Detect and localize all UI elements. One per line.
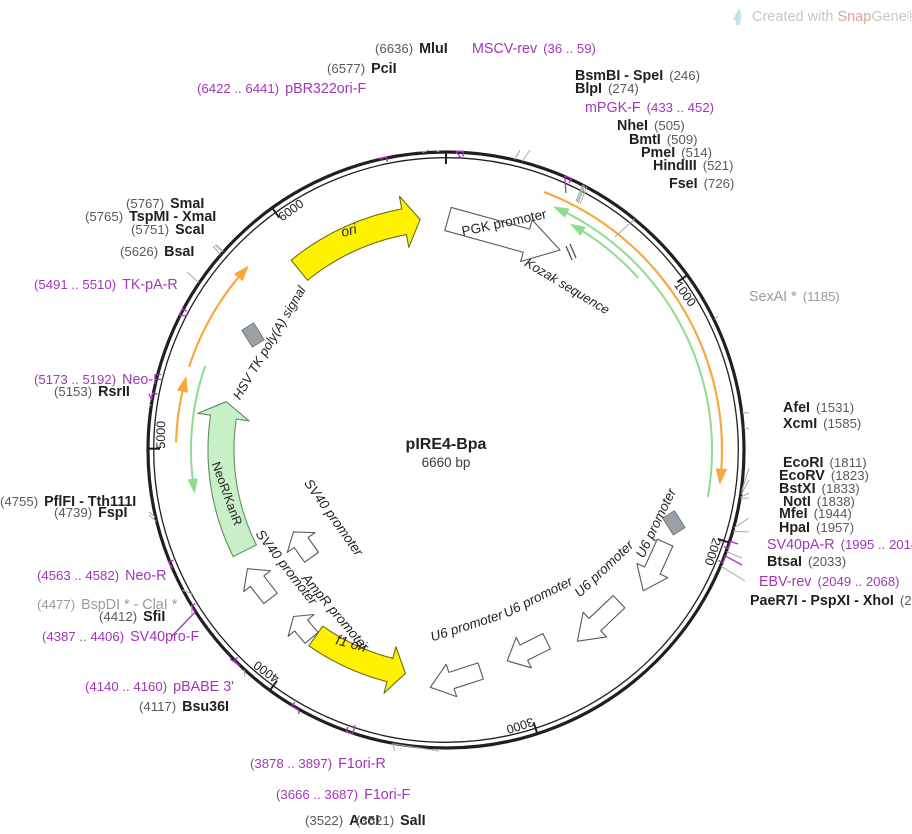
svg-text:XcmI(1585): XcmI (1585) (783, 416, 861, 432)
svg-text:(4563 .. 4582)Neo-R: (4563 .. 4582) Neo-R (37, 568, 166, 584)
svg-text:HSV TK poly(A) signal: HSV TK poly(A) signal (230, 282, 310, 402)
svg-text:(4117)Bsu36I: (4117) Bsu36I (139, 699, 229, 715)
svg-text:(3878 .. 3897)F1ori-R: (3878 .. 3897) F1ori-R (250, 756, 386, 772)
svg-text:4000: 4000 (251, 658, 282, 686)
svg-text:(4140 .. 4160)pBABE 3': (4140 .. 4160) pBABE 3' (85, 679, 234, 695)
svg-text:FseI(726): FseI (726) (669, 176, 734, 192)
svg-text:(4477)BspDI * - ClaI *: (4477) BspDI * - ClaI * (37, 597, 178, 613)
svg-text:U6 promoter: U6 promoter (501, 573, 575, 620)
svg-text:(6577)PciI: (6577) PciI (327, 61, 397, 77)
svg-text:(5626)BsaI: (5626) BsaI (120, 244, 194, 260)
svg-text:(4387 .. 4406)SV40pro-F: (4387 .. 4406) SV40pro-F (42, 629, 200, 645)
svg-text:U6 promoter: U6 promoter (572, 537, 637, 600)
svg-text:Kozak sequence: Kozak sequence (522, 255, 612, 317)
svg-text:BtsaI(2033): BtsaI (2033) (767, 554, 846, 570)
svg-text:(3521)SalI: (3521) SalI (356, 813, 426, 829)
svg-text:EBV-rev(2049 .. 2068): EBV-rev (2049 .. 2068) (759, 574, 900, 590)
svg-text:SexAI *(1185): SexAI * (1185) (749, 289, 840, 305)
svg-text:(6422 .. 6441)pBR322ori-F: (6422 .. 6441) pBR322ori-F (197, 81, 366, 97)
svg-text:AfeI(1531): AfeI (1531) (783, 400, 854, 416)
svg-text:(5491 .. 5510)TK-pA-R: (5491 .. 5510) TK-pA-R (34, 277, 178, 293)
svg-text:(3666 .. 3687)F1ori-F: (3666 .. 3687) F1ori-F (276, 787, 410, 803)
svg-text:MSCV-rev(36 .. 59): MSCV-rev (36 .. 59) (472, 41, 596, 57)
svg-text:5000: 5000 (154, 421, 168, 449)
svg-text:(4755)PflFI - Tth111I: (4755) PflFI - Tth111I (0, 494, 136, 510)
svg-text:SV40pA-R(1995 .. 2014): SV40pA-R(1995 .. 2014) (767, 537, 912, 553)
svg-text:U6 promoter: U6 promoter (429, 607, 505, 644)
svg-text:HindIII(521): HindIII (521) (653, 158, 733, 174)
svg-text:mPGK-F(433 .. 452): mPGK-F (433 .. 452) (585, 100, 714, 116)
svg-text:PaeR7I - PspXI - XhoI(2089): PaeR7I - PspXI - XhoI(2089) (750, 593, 912, 609)
svg-text:3000: 3000 (505, 715, 536, 737)
svg-text:(5173 .. 5192)Neo-F: (5173 .. 5192) Neo-F (34, 372, 162, 388)
svg-text:HpaI(1957): HpaI (1957) (779, 520, 854, 536)
svg-text:(6636)MluI: (6636) MluI (375, 41, 448, 57)
